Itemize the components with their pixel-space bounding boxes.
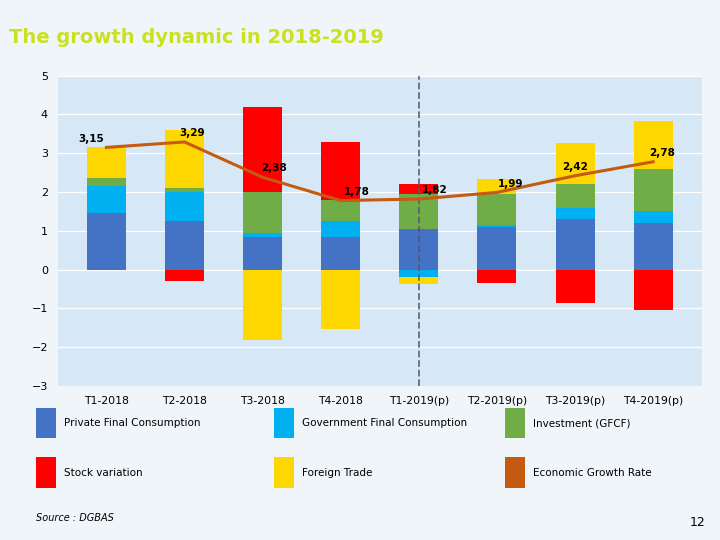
Bar <box>477 179 516 194</box>
Bar <box>321 237 360 269</box>
Bar <box>36 457 56 488</box>
Bar <box>505 408 525 438</box>
Bar <box>165 130 204 188</box>
Bar <box>321 141 360 200</box>
Bar <box>556 269 595 302</box>
Text: Stock variation: Stock variation <box>64 468 143 477</box>
Text: 2,42: 2,42 <box>562 162 588 172</box>
Bar <box>165 221 204 269</box>
Bar <box>87 186 126 213</box>
Bar <box>87 213 126 269</box>
Bar <box>400 184 438 194</box>
Text: Foreign Trade: Foreign Trade <box>302 468 372 477</box>
Bar <box>634 168 672 212</box>
Bar <box>400 278 438 285</box>
Text: 1,78: 1,78 <box>343 187 369 197</box>
Bar <box>274 457 294 488</box>
Bar <box>400 269 438 278</box>
Bar <box>321 221 360 237</box>
Bar <box>556 184 595 207</box>
Text: 1,99: 1,99 <box>498 179 523 188</box>
Bar <box>477 194 516 225</box>
Text: 2,38: 2,38 <box>261 164 287 173</box>
Text: Investment (GFCF): Investment (GFCF) <box>533 418 630 428</box>
Text: The growth dynamic in 2018-2019: The growth dynamic in 2018-2019 <box>9 28 384 46</box>
Bar <box>477 269 516 284</box>
Bar <box>400 194 438 229</box>
Bar <box>87 147 126 178</box>
Bar <box>87 269 126 271</box>
Bar <box>505 457 525 488</box>
Bar <box>634 223 672 269</box>
Text: 2,78: 2,78 <box>649 148 675 158</box>
Bar <box>243 107 282 192</box>
Bar <box>477 225 516 227</box>
Bar <box>243 237 282 269</box>
Bar <box>165 192 204 221</box>
Text: 1,82: 1,82 <box>422 185 447 195</box>
Bar <box>634 121 672 169</box>
Bar <box>556 143 595 184</box>
Bar <box>321 200 360 221</box>
Bar <box>87 178 126 186</box>
Bar <box>165 269 204 281</box>
Bar <box>321 269 360 329</box>
Bar <box>634 269 672 310</box>
Text: Source : DGBAS: Source : DGBAS <box>36 513 114 523</box>
Bar <box>477 227 516 269</box>
Bar <box>556 219 595 269</box>
Text: 12: 12 <box>690 516 706 529</box>
Bar <box>243 192 282 233</box>
Bar <box>165 188 204 192</box>
Bar <box>274 408 294 438</box>
Bar <box>400 229 438 269</box>
Text: Government Final Consumption: Government Final Consumption <box>302 418 467 428</box>
Bar <box>634 212 672 223</box>
Bar <box>243 233 282 237</box>
Text: 3,29: 3,29 <box>179 128 205 138</box>
Bar <box>243 269 282 340</box>
Bar <box>556 207 595 219</box>
Text: Private Final Consumption: Private Final Consumption <box>64 418 201 428</box>
Text: 3,15: 3,15 <box>78 133 104 144</box>
Bar <box>36 408 56 438</box>
Text: Economic Growth Rate: Economic Growth Rate <box>533 468 652 477</box>
